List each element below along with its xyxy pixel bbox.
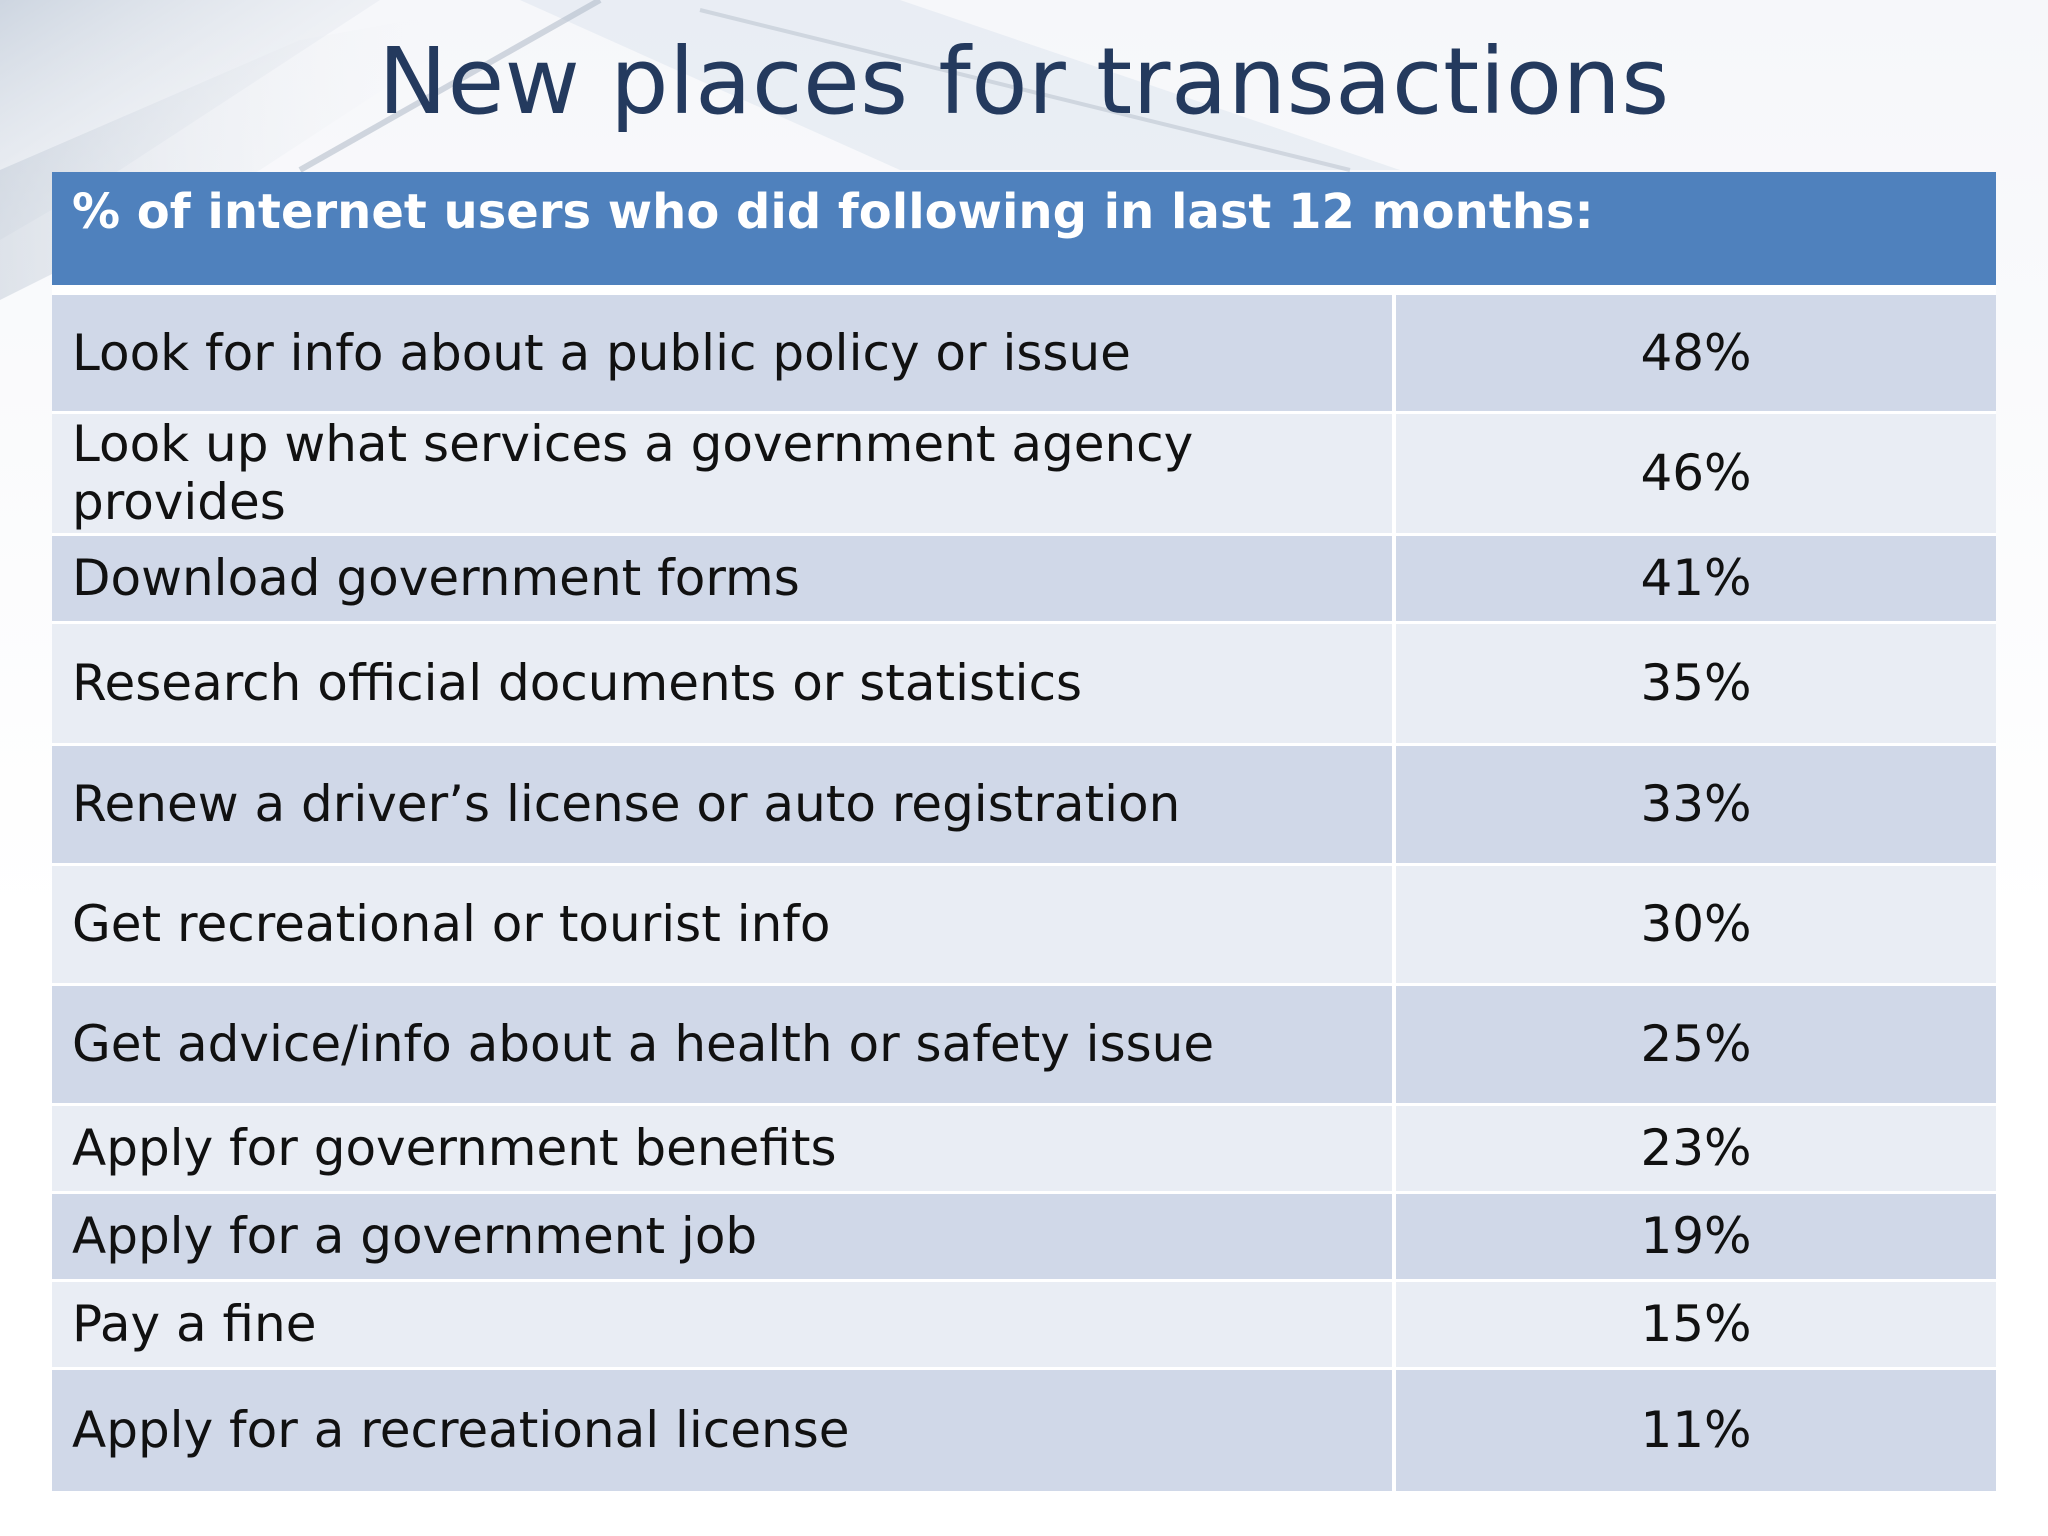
percentage-cell: 41%	[1391, 532, 1997, 624]
table-header: % of internet users who did following in…	[52, 172, 1997, 295]
slide-title: New places for transactions	[378, 28, 1670, 135]
activity-cell: Look up what services a government agenc…	[52, 410, 1394, 536]
table-row: Apply for government benefits 23%	[52, 1102, 1997, 1194]
table-row: Get recreational or tourist info 30%	[52, 862, 1997, 986]
table-row: Get advice/info about a health or safety…	[52, 982, 1997, 1106]
activity-cell: Pay a fine	[52, 1278, 1394, 1370]
table-row: Renew a driver’s license or auto registr…	[52, 742, 1997, 866]
activity-cell: Get recreational or tourist info	[52, 862, 1394, 986]
activity-cell: Renew a driver’s license or auto registr…	[52, 742, 1394, 866]
activity-cell: Look for info about a public policy or i…	[52, 288, 1394, 414]
transactions-table: % of internet users who did following in…	[52, 172, 1997, 1494]
activity-cell: Get advice/info about a health or safety…	[52, 982, 1394, 1106]
table-row: Pay a fine 15%	[52, 1278, 1997, 1370]
activity-cell: Research official documents or statistic…	[52, 620, 1394, 746]
table-row: Research official documents or statistic…	[52, 620, 1997, 746]
percentage-cell: 35%	[1391, 620, 1997, 746]
percentage-cell: 33%	[1391, 742, 1997, 866]
activity-cell: Download government forms	[52, 532, 1394, 624]
percentage-cell: 19%	[1391, 1190, 1997, 1282]
table-row: Apply for a government job 19%	[52, 1190, 1997, 1282]
percentage-cell: 30%	[1391, 862, 1997, 986]
table-row: Look up what services a government agenc…	[52, 410, 1997, 536]
percentage-cell: 46%	[1391, 410, 1997, 536]
table-row: Look for info about a public policy or i…	[52, 288, 1997, 414]
transactions-table-container: % of internet users who did following in…	[52, 172, 1997, 1494]
percentage-cell: 25%	[1391, 982, 1997, 1106]
table-row: Apply for a recreational license 11%	[52, 1366, 1997, 1494]
table-header-row: % of internet users who did following in…	[52, 172, 1997, 295]
percentage-cell: 48%	[1391, 288, 1997, 414]
percentage-cell: 23%	[1391, 1102, 1997, 1194]
activity-cell: Apply for a government job	[52, 1190, 1394, 1282]
table-row: Download government forms 41%	[52, 532, 1997, 624]
percentage-cell: 15%	[1391, 1278, 1997, 1370]
activity-cell: Apply for government benefits	[52, 1102, 1394, 1194]
percentage-cell: 11%	[1391, 1366, 1997, 1494]
activity-cell: Apply for a recreational license	[52, 1366, 1394, 1494]
